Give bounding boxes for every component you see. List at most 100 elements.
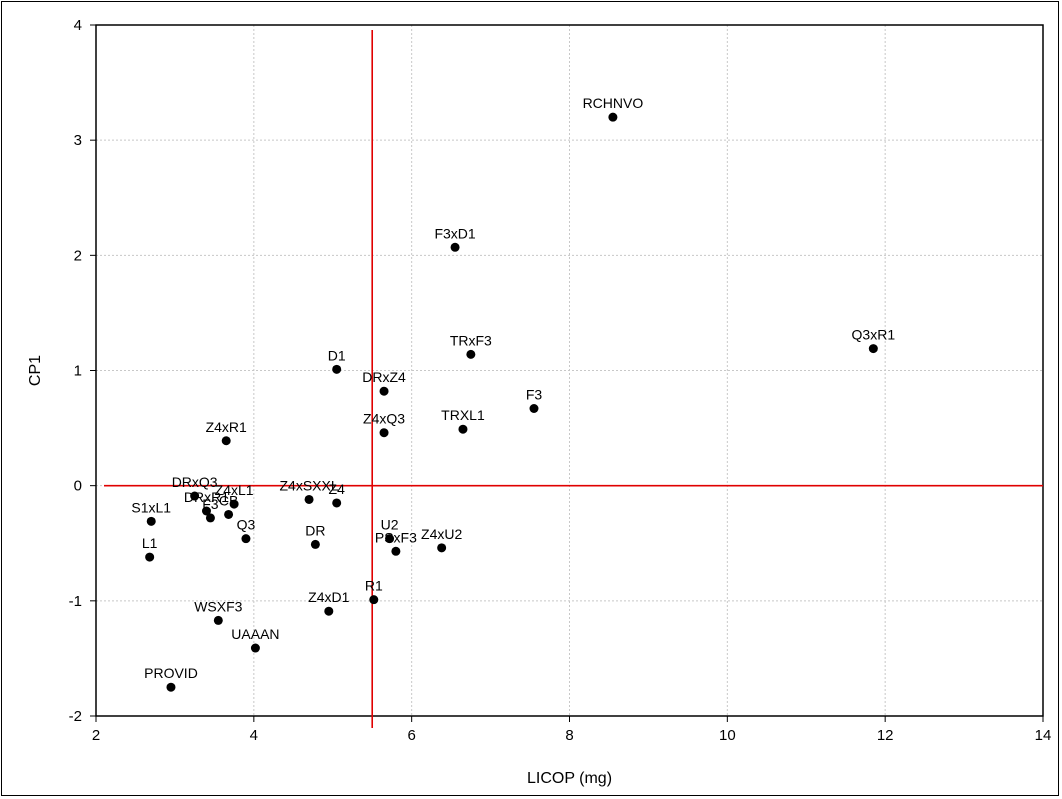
point-marker	[145, 552, 155, 562]
point-marker	[437, 543, 447, 553]
y-tick: -1	[69, 593, 96, 610]
x-tick-label: 8	[565, 727, 573, 744]
data-point: Z4xU2	[421, 526, 462, 553]
data-point: S1xL1	[131, 499, 171, 526]
data-points: RCHNVO F3xD1 Q3xR1 TRxF3 D1 DRxZ4 F3 TRXL1 Z4xQ3…	[131, 95, 895, 692]
point-marker	[201, 506, 211, 516]
point-label: WSXF3	[194, 598, 242, 614]
x-tick: 2	[92, 716, 100, 744]
point-label: D1	[328, 347, 346, 363]
x-tick-label: 12	[877, 727, 894, 744]
x-axis-label: LICOP (mg)	[527, 770, 612, 787]
point-label: Z4xL1	[215, 482, 254, 498]
point-marker	[369, 595, 379, 605]
point-label: Z4xQ3	[363, 411, 405, 427]
point-label: Z4xR1	[206, 419, 247, 435]
point-marker	[868, 344, 878, 354]
x-tick: 4	[250, 716, 258, 744]
point-marker	[608, 112, 618, 122]
x-tick: 8	[565, 716, 574, 744]
y-tick: 0	[74, 478, 96, 495]
point-marker	[391, 546, 401, 556]
y-axis: -2 -1 0 1 2 3 4	[69, 17, 96, 725]
y-tick: 3	[74, 132, 96, 149]
point-label: RCHNVO	[583, 95, 644, 111]
y-tick-label: 2	[74, 247, 82, 264]
y-tick: -2	[69, 708, 96, 725]
point-marker	[385, 534, 395, 544]
data-point: RCHNVO	[583, 95, 644, 122]
point-marker	[332, 364, 342, 374]
x-tick: 14	[1035, 716, 1052, 744]
point-label: DRxZ4	[362, 369, 406, 385]
x-tick-label: 10	[719, 727, 736, 744]
point-marker	[529, 404, 539, 414]
point-marker	[213, 615, 223, 625]
point-marker	[466, 349, 476, 359]
y-axis-label: CP1	[27, 355, 44, 386]
x-tick: 6	[407, 716, 416, 744]
data-point: PSxF3	[375, 529, 417, 556]
data-point: Z4	[329, 481, 346, 508]
y-tick-label: -1	[69, 593, 82, 610]
point-label: U2	[381, 517, 399, 533]
point-marker	[304, 494, 314, 504]
data-point: DRxQ3	[172, 474, 218, 501]
point-marker	[166, 682, 176, 692]
point-label: TRxF3	[450, 332, 492, 348]
x-tick-label: 2	[92, 727, 100, 744]
reference-lines	[104, 30, 1043, 728]
point-label: Z4	[329, 481, 346, 497]
point-label: Q3xR1	[852, 327, 896, 343]
data-point: L1	[142, 535, 158, 562]
data-point: R1	[365, 578, 383, 605]
x-axis: 2 4 6 8 10 12 14	[92, 716, 1052, 744]
data-point: CB	[219, 492, 238, 519]
data-point: DR	[305, 522, 326, 549]
point-marker	[332, 498, 342, 508]
point-label: Q3	[237, 517, 256, 533]
point-label: CB	[219, 492, 238, 508]
point-label: DRxQ3	[172, 474, 218, 490]
point-label: PROVID	[144, 665, 198, 681]
data-point: Z4xSXXL	[280, 477, 339, 504]
point-label: DR	[305, 522, 325, 538]
point-label: F3	[526, 387, 543, 403]
point-label: PSxF3	[375, 529, 417, 545]
y-tick: 2	[74, 247, 96, 264]
point-marker	[250, 643, 260, 653]
point-marker	[224, 509, 234, 519]
data-point: U2	[381, 517, 399, 544]
x-tick-label: 4	[250, 727, 258, 744]
point-marker	[379, 386, 389, 396]
data-point: DRxR1	[184, 489, 229, 516]
data-point: F3xD1	[434, 225, 476, 252]
point-label: TRXL1	[441, 407, 485, 423]
data-point: D1	[328, 347, 346, 374]
data-point: TRXL1	[441, 407, 485, 434]
data-point: DRxZ4	[362, 369, 406, 396]
data-point: WSXF3	[194, 598, 243, 625]
y-tick-label: 3	[74, 132, 82, 149]
data-point: F3	[526, 387, 543, 414]
point-marker	[458, 424, 468, 434]
point-marker	[450, 242, 460, 252]
point-label: S1xL1	[131, 499, 171, 515]
y-tick: 1	[74, 363, 96, 380]
data-point: Z4xL1	[215, 482, 254, 509]
y-tick-label: -2	[69, 708, 82, 725]
data-point: Z4xQ3	[363, 411, 405, 438]
x-tick-label: 14	[1035, 727, 1052, 744]
point-label: Z4xSXXL	[280, 477, 339, 493]
point-label: UAAAN	[231, 626, 279, 642]
data-point: Q3	[237, 517, 256, 544]
point-label: DRxR1	[184, 489, 229, 505]
point-label: Z4xD1	[308, 589, 349, 605]
point-label: F3xD1	[434, 225, 475, 241]
point-marker	[241, 534, 251, 544]
y-tick-label: 4	[74, 17, 82, 34]
point-marker	[190, 491, 200, 501]
data-point: UAAAN	[231, 626, 280, 653]
